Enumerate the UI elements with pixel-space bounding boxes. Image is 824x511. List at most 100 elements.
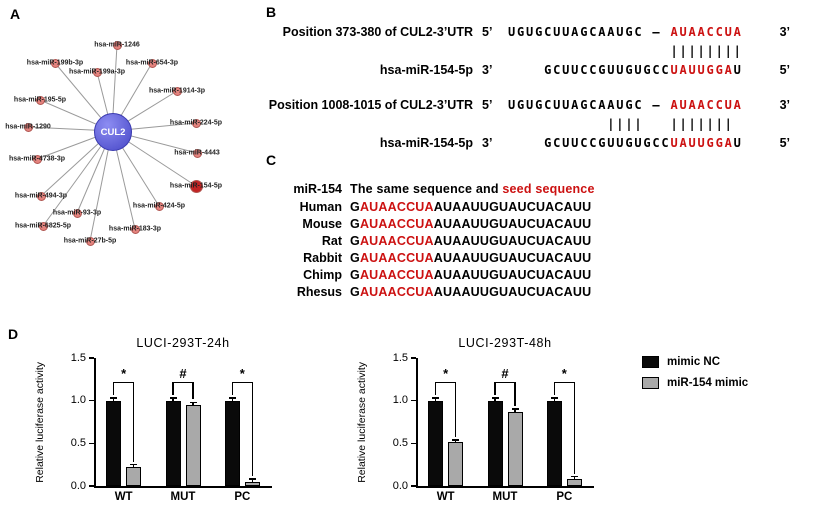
sig-symbol: *: [239, 365, 245, 381]
bar-wt-mir154-mimic: [448, 442, 464, 486]
mirna-node-label: hsa-miR-199a-3p: [68, 68, 126, 76]
mirna-node-label: hsa-miR-199b-3p: [26, 59, 84, 67]
sig-bracket-horizontal: [495, 381, 515, 384]
sequence-black: G: [350, 285, 360, 299]
sig-bracket-vertical: [514, 381, 516, 407]
bar-pc-mimic-nc: [224, 400, 240, 486]
y-tick-label: 0.5: [392, 436, 408, 449]
error-bar-cap: [550, 397, 558, 399]
target-sequence-row: Position 373-380 of CUL2-3’UTR 5’ UGUGCU…: [263, 22, 821, 43]
x-tick-label-mut: MUT: [492, 491, 518, 503]
legend-entry-mimic-nc: mimic NC: [642, 356, 748, 368]
y-tick-label: 1.0: [392, 394, 408, 407]
sequence-black: AUAAUUGUAUCUACAUU: [433, 251, 592, 265]
y-axis-label-text: Relative luciferase activity: [34, 361, 46, 483]
bar-pc-mir154-mimic: [244, 481, 260, 486]
sig-bracket-vertical: [192, 381, 194, 400]
species-label: Rat: [321, 234, 342, 248]
conservation-panel: miR-154 The same sequence and seed seque…: [272, 180, 595, 301]
sequence-alignment-panel: Position 373-380 of CUL2-3’UTR 5’ UGUGCU…: [263, 22, 821, 168]
sequence-black: G: [350, 251, 360, 265]
mirna-node-label: hsa-miR-6825-5p: [14, 222, 72, 230]
mirna-node-marker: [112, 40, 122, 50]
mirna-node-marker: [72, 208, 82, 218]
species-row-rhesus: Rhesus GAUAACCUAAUAAUUGUAUCUACAUU: [272, 284, 595, 301]
cul2-hub-node: CUL2: [94, 113, 132, 151]
mirna-node-marker: [32, 154, 42, 164]
mirna-node-label: hsa-miR-4738-3p: [8, 155, 66, 163]
sig-bracket-vertical: [494, 381, 496, 396]
x-tick-label-wt: WT: [436, 491, 455, 503]
y-tick-label: 1.5: [70, 351, 86, 364]
header-text: The same sequence and seed sequence: [350, 180, 595, 199]
x-axis-line: [94, 486, 272, 488]
species-row-rat: Rat GAUAACCUAAUAAUUGUAUCUACAUU: [272, 233, 595, 250]
sequence-black: AUAAUUGUAUCUACAUU: [433, 285, 592, 299]
error-bar-cap: [511, 408, 519, 410]
pairing-bars-row: |||| |||||||: [263, 116, 821, 133]
sequence-black: AUAAUUGUAUCUACAUU: [433, 268, 592, 282]
sig-bracket-vertical: [455, 381, 457, 437]
sequence-red: UAUUGGA: [670, 63, 734, 77]
species-label: Human: [299, 200, 342, 214]
mirna-node-label: hsa-miR-27b-5p: [63, 237, 117, 245]
sequence-black: G: [350, 234, 360, 248]
sig-bracket-vertical: [251, 381, 253, 477]
x-tick-label-pc: PC: [234, 491, 251, 503]
sig-bracket-vertical: [172, 381, 174, 396]
x-axis-line: [416, 486, 594, 488]
sequence-black: GCUUCCGUUGUGCC: [508, 63, 671, 77]
panel-d-label: D: [8, 326, 19, 342]
y-axis-line: [94, 358, 96, 488]
mirna-node-label: hsa-miR-195-5p: [13, 96, 67, 104]
species-row-rabbit: Rabbit GAUAACCUAAUAAUUGUAUCUACAUU: [272, 250, 595, 267]
direction-label: 5’: [779, 63, 790, 77]
pairing-bars: ||||||||: [508, 44, 743, 58]
mirna-node-label: hsa-miR-183-3p: [108, 225, 162, 233]
mirna-node-marker: [147, 58, 157, 68]
error-bar-cap: [570, 475, 578, 478]
pairing-bars-row: ||||||||: [263, 43, 821, 60]
sequence-black: G: [350, 268, 360, 282]
mirna-node-label: hsa-miR-654-3p: [125, 59, 179, 67]
y-tick-label: 0.5: [70, 436, 86, 449]
mirna-node-label: hsa-miR-1246: [94, 41, 140, 49]
mirna-name-label: hsa-miR-154-5p: [379, 63, 473, 77]
target-sequence: UGUGCUUAGCAAUGC – AUAACCUA: [508, 22, 760, 43]
direction-label: 5’: [779, 136, 790, 150]
sequence-black: UGUGCUUAGCAAUGC –: [508, 98, 671, 112]
direction-label: 5’: [482, 98, 493, 112]
y-tick: [411, 485, 416, 487]
mirna-sequence: GCUUCCGUUGUGCCUAUUGGAU: [508, 133, 760, 154]
sequence-red: AUAACCUA: [670, 98, 743, 112]
mirna-node-marker: [38, 221, 48, 231]
mirna-node-label: hsa-miR-224-5p: [169, 119, 223, 127]
sig-bracket-vertical: [573, 381, 575, 474]
sequence-red: UAUUGGA: [670, 136, 734, 150]
y-tick-label: 0.0: [392, 479, 408, 492]
mirna-node-marker: [92, 67, 102, 77]
mirna-node-label: hsa-miR-93-3p: [52, 209, 102, 217]
direction-label: 3’: [779, 25, 790, 39]
panel-a-label: A: [10, 6, 21, 22]
sig-bracket-vertical: [133, 381, 135, 462]
bar-pc-mir154-mimic: [566, 479, 582, 486]
mirna-node-label: hsa-miR-1290: [5, 123, 51, 131]
sig-bracket-horizontal: [435, 381, 456, 384]
bar-wt-mimic-nc: [428, 400, 444, 486]
sig-symbol: #: [179, 365, 187, 381]
legend-label: miR-154 mimic: [667, 377, 749, 389]
mirna-node-marker: [23, 122, 33, 132]
mirna-sequence: GCUUCCGUUGUGCCUAUUGGAU: [508, 60, 760, 81]
species-label: Rabbit: [303, 251, 342, 265]
y-tick: [89, 357, 94, 359]
error-bar-cap: [248, 478, 256, 480]
mirna-node-label: hsa-miR-494-3p: [14, 192, 68, 200]
sequence-red: AUAACCUA: [670, 25, 743, 39]
sig-bracket-horizontal: [232, 381, 253, 384]
mirna-network-diagram: hsa-miR-1246 hsa-miR-199b-3p hsa-miR-199a-…: [0, 20, 262, 272]
target-position-label: Position 1008-1015 of CUL2-3’UTR: [268, 98, 473, 112]
sig-symbol: #: [501, 365, 509, 381]
bar-pc-mimic-nc: [546, 400, 562, 486]
